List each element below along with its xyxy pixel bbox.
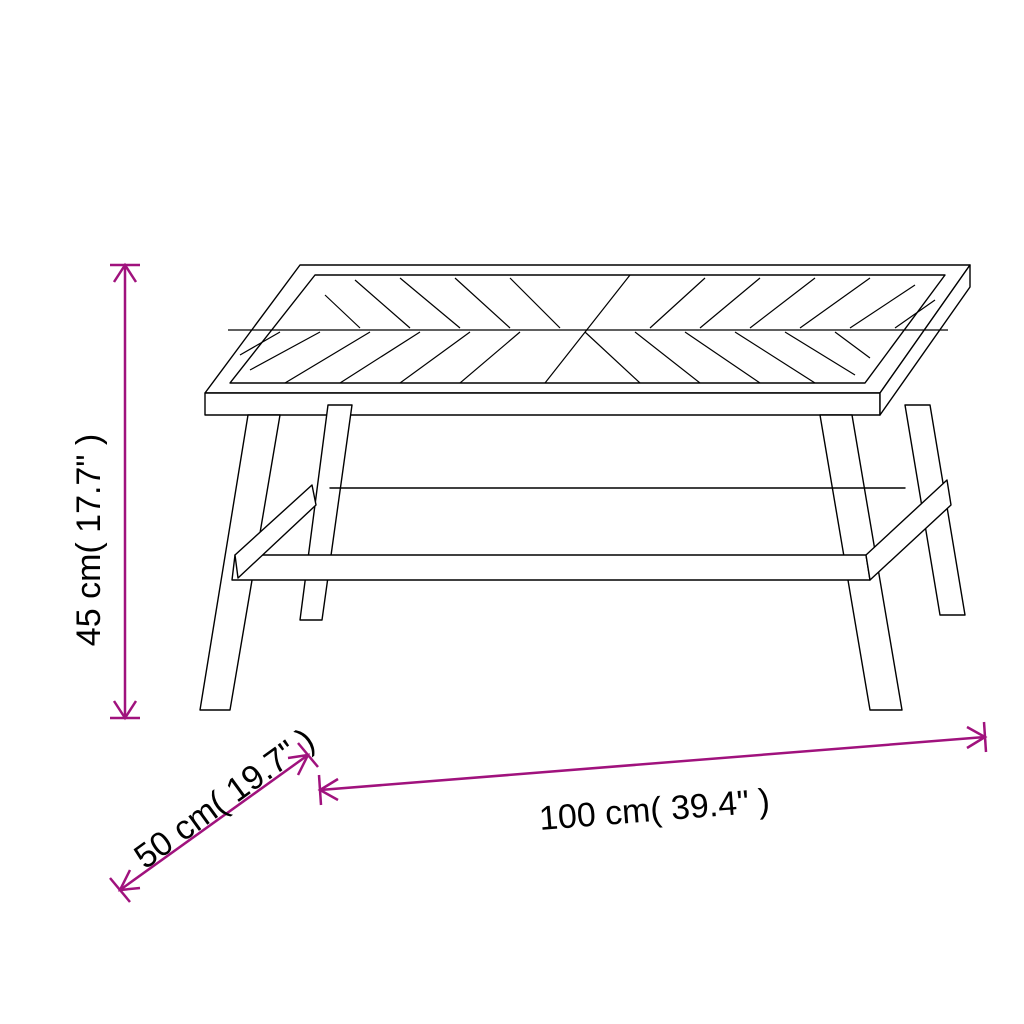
dimension-width: 100 cm( 39.4" ) [319,722,986,838]
depth-label: 50 cm( 19.7" ) [127,721,321,877]
dimension-depth: 50 cm( 19.7" ) [110,721,322,902]
height-label: 45 cm( 17.7" ) [70,434,108,646]
width-label: 100 cm( 39.4" ) [538,782,772,838]
dimension-height: 45 cm( 17.7" ) [70,265,140,718]
